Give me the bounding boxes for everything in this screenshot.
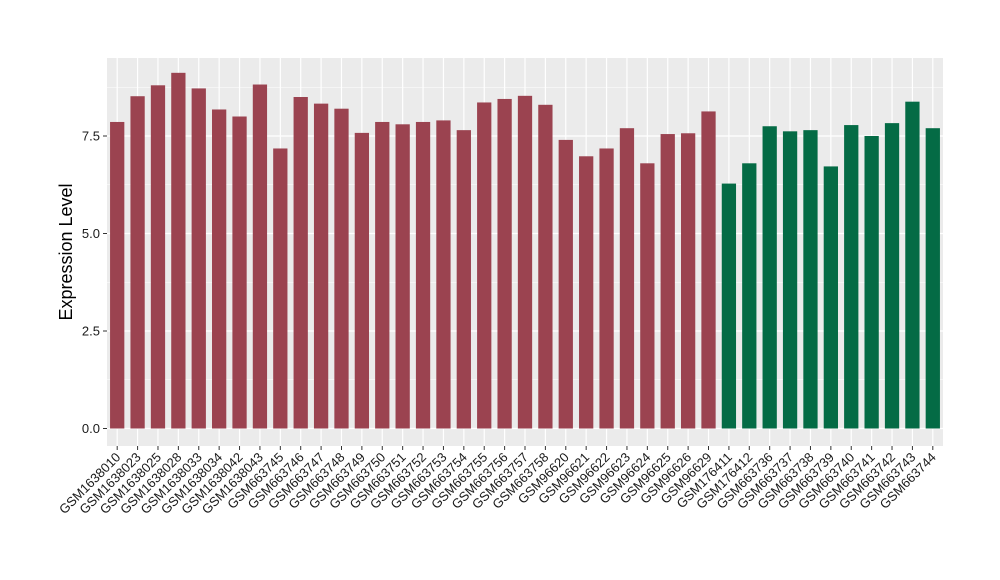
y-tick-label: 5.0 [82, 226, 100, 241]
bar-GSM663748 [334, 108, 349, 429]
bar-GSM96629 [701, 111, 716, 429]
bar-GSM96623 [619, 128, 635, 429]
y-axis: 0.0 2.5 5.0 7.5 [82, 129, 107, 436]
bar-GSM663741 [864, 136, 879, 429]
bar-GSM663756 [497, 98, 512, 429]
bar-GSM96624 [640, 163, 655, 429]
bar-GSM1638010 [110, 121, 125, 429]
bar-GSM663745 [273, 148, 288, 429]
bar-GSM663744 [925, 128, 940, 429]
bar-GSM663751 [395, 124, 410, 429]
bar-GSM663752 [415, 121, 431, 429]
bar-GSM96620 [558, 139, 573, 429]
bar-GSM1638042 [232, 116, 247, 429]
bar-GSM1638033 [191, 88, 206, 429]
bar-GSM663753 [436, 120, 451, 429]
bar-GSM176411 [721, 183, 737, 429]
bar-GSM663747 [313, 103, 329, 429]
bar-GSM663757 [517, 95, 533, 429]
y-tick-label: 7.5 [82, 129, 100, 144]
bar-GSM663758 [538, 104, 553, 429]
bar-GSM663736 [762, 126, 777, 429]
bar-GSM176412 [742, 163, 757, 429]
y-tick-label: 0.0 [82, 421, 100, 436]
bar-GSM663746 [293, 97, 308, 429]
bar-GSM1638023 [130, 96, 145, 429]
bar-GSM96621 [579, 156, 594, 429]
bar-GSM663739 [823, 166, 838, 429]
bar-GSM1638025 [150, 85, 166, 429]
y-tick-label: 2.5 [82, 324, 100, 339]
bar-GSM663742 [884, 123, 900, 429]
bar-GSM1638034 [212, 109, 227, 429]
bar-GSM663750 [375, 121, 390, 429]
x-axis: GSM1638010GSM1638023GSM1638025GSM1638028… [56, 446, 939, 517]
bar-GSM1638028 [171, 72, 186, 429]
bar-GSM663743 [905, 101, 920, 429]
bar-GSM1638043 [252, 84, 268, 429]
bar-GSM663740 [844, 125, 859, 429]
bar-GSM663754 [456, 130, 471, 429]
bar-GSM663749 [354, 132, 370, 429]
bars [110, 72, 940, 429]
bar-GSM96626 [680, 133, 696, 429]
y-axis-label: Expression Level [56, 183, 76, 320]
bar-GSM663738 [803, 130, 818, 429]
bar-GSM96622 [599, 148, 614, 429]
bar-GSM663737 [782, 131, 798, 429]
bar-GSM96625 [660, 134, 675, 429]
bar-GSM663755 [477, 102, 492, 429]
